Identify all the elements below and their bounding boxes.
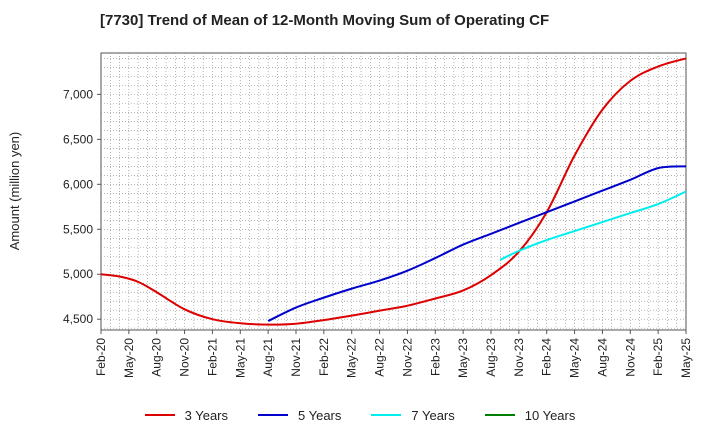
legend-entry-10-years: 10 Years [484, 407, 576, 423]
x-tick-label: Nov-24 [623, 338, 637, 377]
legend-entry-5-years: 5 Years [258, 408, 341, 423]
y-tick-label: 4,500 [63, 312, 93, 326]
y-tick-label: 7,000 [63, 87, 93, 101]
x-tick-label: Feb-20 [94, 338, 108, 376]
legend-swatch [144, 414, 175, 416]
legend-swatch [371, 414, 402, 416]
x-tick-label: Nov-20 [178, 338, 192, 377]
x-tick-label: Aug-24 [595, 338, 609, 377]
y-tick-label: 5,000 [63, 267, 93, 281]
y-tick-label: 5,500 [63, 222, 93, 236]
x-tick-label: Feb-22 [317, 338, 331, 376]
y-axis: 4,500 5,000 5,500 6,000 6,500 7,000 [63, 87, 101, 326]
x-tick-label: Feb-23 [428, 338, 442, 376]
y-axis-label: Amount (million yen) [7, 132, 22, 251]
x-tick-label: Feb-24 [540, 338, 554, 376]
x-tick-label: May-23 [456, 338, 470, 378]
y-tick-label: 6,000 [63, 177, 93, 191]
legend-label: 5 Years [298, 407, 342, 423]
x-tick-label: Aug-20 [150, 338, 164, 377]
legend-entry-7-years: 7 Years [371, 407, 455, 423]
x-tick-label: Aug-23 [484, 338, 498, 377]
x-tick-label: May-22 [345, 338, 359, 378]
series-line-3-years [100, 57, 687, 326]
x-tick-label: Aug-21 [261, 338, 275, 377]
x-tick-label: Aug-22 [373, 338, 387, 377]
x-tick-label: May-25 [679, 338, 693, 378]
series-line-5-years [267, 165, 687, 322]
x-tick-label: May-21 [233, 338, 247, 378]
legend-entry-3-years: 3 Years [144, 407, 228, 423]
x-tick-label: Nov-23 [512, 338, 526, 377]
legend: 3 Years 5 Years 7 Years 10 Years [0, 404, 720, 426]
x-tick-label: Nov-22 [400, 338, 414, 377]
y-tick-label: 6,500 [63, 132, 93, 146]
legend-label: 10 Years [524, 407, 576, 423]
grid [101, 53, 686, 330]
x-tick-label: May-20 [122, 338, 136, 378]
series-line-7-years [499, 190, 687, 261]
chart-title: [7730] Trend of Mean of 12-Month Moving … [100, 12, 550, 29]
x-axis: Feb-20 May-20 Aug-20 Nov-20 Feb-21 May-21 Aug-… [94, 330, 693, 378]
legend-label: 7 Years [411, 407, 455, 423]
legend-swatch [484, 414, 515, 416]
series-lines [100, 57, 687, 326]
legend-label: 3 Years [184, 407, 228, 423]
x-tick-label: May-24 [568, 338, 582, 378]
legend-swatch [258, 414, 288, 416]
x-tick-label: Nov-21 [289, 338, 303, 377]
x-tick-label: Feb-25 [651, 338, 665, 376]
x-tick-label: Feb-21 [205, 338, 219, 376]
